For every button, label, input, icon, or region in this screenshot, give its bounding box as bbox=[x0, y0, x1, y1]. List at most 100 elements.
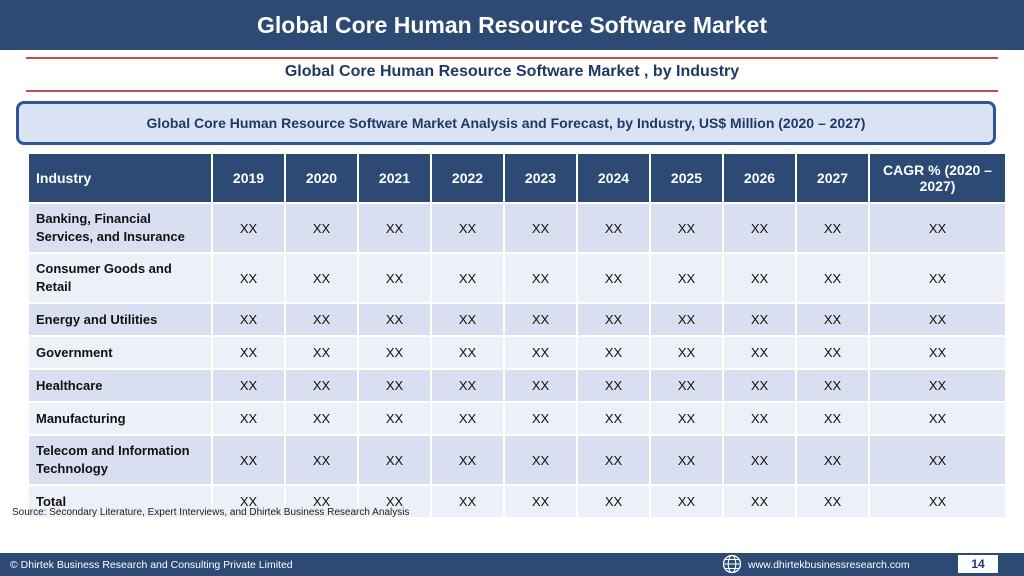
header-cell: 2020 bbox=[286, 154, 357, 202]
value-cell: XX bbox=[505, 304, 576, 335]
industry-name: Healthcare bbox=[29, 370, 211, 401]
table-row: Consumer Goods and Retail XX XX XX XX XX XX XX X… bbox=[29, 254, 1005, 302]
value-cell: XX bbox=[870, 254, 1005, 302]
value-cell: XX bbox=[724, 254, 795, 302]
value-cell: XX bbox=[797, 337, 868, 368]
industry-name: Telecom and Information Technology bbox=[29, 436, 211, 484]
value-cell: XX bbox=[432, 403, 503, 434]
value-cell: XX bbox=[651, 337, 722, 368]
value-cell: XX bbox=[286, 304, 357, 335]
header-cell: 2019 bbox=[213, 154, 284, 202]
table-caption-banner: Global Core Human Resource Software Mark… bbox=[16, 101, 996, 145]
value-cell: XX bbox=[870, 436, 1005, 484]
value-cell: XX bbox=[578, 204, 649, 252]
industry-name: Consumer Goods and Retail bbox=[29, 254, 211, 302]
value-cell: XX bbox=[432, 370, 503, 401]
value-cell: XX bbox=[651, 486, 722, 517]
value-cell: XX bbox=[724, 370, 795, 401]
value-cell: XX bbox=[213, 254, 284, 302]
value-cell: XX bbox=[432, 337, 503, 368]
industry-name: Energy and Utilities bbox=[29, 304, 211, 335]
value-cell: XX bbox=[870, 337, 1005, 368]
table-row: Healthcare XX XX XX XX XX XX XX XX XX XX bbox=[29, 370, 1005, 401]
industry-name: Manufacturing bbox=[29, 403, 211, 434]
value-cell: XX bbox=[359, 370, 430, 401]
copyright-text: © Dhirtek Business Research and Consulti… bbox=[10, 559, 293, 571]
value-cell: XX bbox=[505, 204, 576, 252]
header-cell: 2021 bbox=[359, 154, 430, 202]
value-cell: XX bbox=[286, 204, 357, 252]
value-cell: XX bbox=[578, 403, 649, 434]
value-cell: XX bbox=[651, 254, 722, 302]
table-row: Energy and Utilities XX XX XX XX XX XX XX XX XX XX bbox=[29, 304, 1005, 335]
value-cell: XX bbox=[432, 486, 503, 517]
header-cell: CAGR % (2020 – 2027) bbox=[870, 154, 1005, 202]
table-row: Government XX XX XX XX XX XX XX XX XX XX bbox=[29, 337, 1005, 368]
value-cell: XX bbox=[870, 370, 1005, 401]
value-cell: XX bbox=[724, 403, 795, 434]
value-cell: XX bbox=[213, 486, 284, 517]
page-number: 14 bbox=[958, 555, 998, 573]
globe-icon bbox=[722, 554, 742, 574]
value-cell: XX bbox=[797, 370, 868, 401]
value-cell: XX bbox=[505, 403, 576, 434]
value-cell: XX bbox=[432, 436, 503, 484]
value-cell: XX bbox=[213, 436, 284, 484]
header-cell: 2023 bbox=[505, 154, 576, 202]
section-subtitle: Global Core Human Resource Software Mark… bbox=[284, 63, 740, 80]
value-cell: XX bbox=[797, 486, 868, 517]
value-cell: XX bbox=[651, 204, 722, 252]
value-cell: XX bbox=[359, 254, 430, 302]
value-cell: XX bbox=[578, 337, 649, 368]
market-table: Industry 2019 2020 2021 2022 2023 2024 2025 2026… bbox=[27, 152, 1007, 519]
value-cell: XX bbox=[213, 403, 284, 434]
value-cell: XX bbox=[359, 403, 430, 434]
value-cell: XX bbox=[359, 204, 430, 252]
value-cell: XX bbox=[505, 436, 576, 484]
value-cell: XX bbox=[797, 436, 868, 484]
table-row: Manufacturing XX XX XX XX XX XX XX XX XX XX bbox=[29, 403, 1005, 434]
source-note: Source: Secondary Literature, Expert Int… bbox=[12, 507, 410, 518]
value-cell: XX bbox=[359, 337, 430, 368]
header-cell: 2027 bbox=[797, 154, 868, 202]
value-cell: XX bbox=[286, 337, 357, 368]
value-cell: XX bbox=[286, 254, 357, 302]
value-cell: XX bbox=[432, 304, 503, 335]
value-cell: XX bbox=[432, 254, 503, 302]
value-cell: XX bbox=[505, 370, 576, 401]
value-cell: XX bbox=[286, 436, 357, 484]
value-cell: XX bbox=[578, 436, 649, 484]
value-cell: XX bbox=[505, 486, 576, 517]
value-cell: XX bbox=[213, 337, 284, 368]
header-industry: Industry bbox=[29, 154, 211, 202]
industry-name: Banking, Financial Services, and Insuran… bbox=[29, 204, 211, 252]
header-cell: 2022 bbox=[432, 154, 503, 202]
value-cell: XX bbox=[724, 436, 795, 484]
value-cell: XX bbox=[797, 304, 868, 335]
value-cell: XX bbox=[724, 486, 795, 517]
value-cell: XX bbox=[797, 254, 868, 302]
value-cell: XX bbox=[797, 204, 868, 252]
website-link[interactable]: www.dhirtekbusinessresearch.com bbox=[748, 559, 910, 571]
value-cell: XX bbox=[359, 486, 430, 517]
table-row: Telecom and Information Technology XX XX XX… bbox=[29, 436, 1005, 484]
value-cell: XX bbox=[578, 304, 649, 335]
value-cell: XX bbox=[797, 403, 868, 434]
value-cell: XX bbox=[213, 204, 284, 252]
value-cell: XX bbox=[870, 403, 1005, 434]
value-cell: XX bbox=[724, 337, 795, 368]
value-cell: XX bbox=[213, 370, 284, 401]
header-cell: 2026 bbox=[724, 154, 795, 202]
footer-bar: © Dhirtek Business Research and Consulti… bbox=[0, 553, 1024, 576]
value-cell: XX bbox=[505, 254, 576, 302]
value-cell: XX bbox=[578, 486, 649, 517]
value-cell: XX bbox=[286, 370, 357, 401]
table-header-row: Industry 2019 2020 2021 2022 2023 2024 2025 2026… bbox=[29, 154, 1005, 202]
table-row: Banking, Financial Services, and Insuran… bbox=[29, 204, 1005, 252]
title-bar: Global Core Human Resource Software Mark… bbox=[0, 0, 1024, 50]
header-cell: 2025 bbox=[651, 154, 722, 202]
table-row: Total XX XX XX XX XX XX XX XX XX XX bbox=[29, 486, 1005, 517]
value-cell: XX bbox=[578, 254, 649, 302]
bottom-divider bbox=[26, 90, 998, 92]
value-cell: XX bbox=[724, 304, 795, 335]
